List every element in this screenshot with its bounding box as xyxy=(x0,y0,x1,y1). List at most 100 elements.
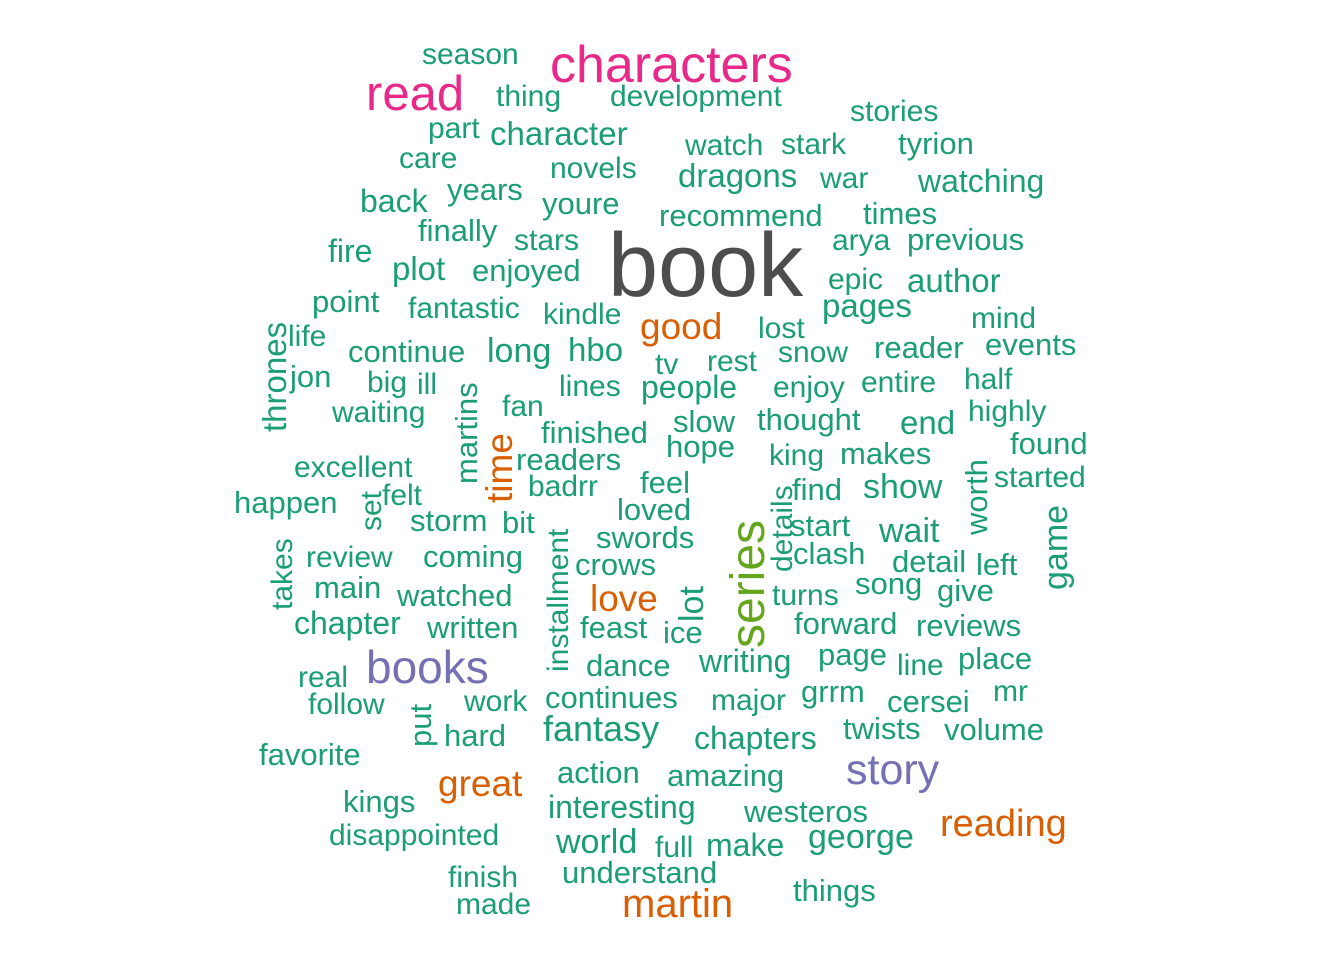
word-long: long xyxy=(487,332,551,370)
word-thing: thing xyxy=(496,80,561,113)
word-watch: watch xyxy=(684,129,763,162)
word-life: life xyxy=(288,320,326,353)
word-world: world xyxy=(555,823,637,861)
word-lost: lost xyxy=(758,312,805,345)
word-left: left xyxy=(976,547,1018,582)
word-favorite: favorite xyxy=(259,737,361,772)
word-reviews: reviews xyxy=(916,608,1021,643)
word-read: read xyxy=(366,67,464,121)
word-slow: slow xyxy=(673,404,736,439)
word-found: found xyxy=(1010,426,1088,461)
word-grrm: grrm xyxy=(801,674,865,709)
word-feel: feel xyxy=(640,465,690,500)
word-tv: tv xyxy=(655,348,678,381)
word-point: point xyxy=(312,284,380,319)
word-detail: detail xyxy=(892,544,966,579)
word-wait: wait xyxy=(878,512,940,550)
word-years: years xyxy=(447,172,523,207)
word-made: made xyxy=(456,888,531,921)
word-kings: kings xyxy=(343,784,415,819)
word-make: make xyxy=(706,827,784,863)
word-tyrion: tyrion xyxy=(898,126,974,161)
word-turns: turns xyxy=(772,579,839,612)
word-series: series xyxy=(722,520,775,648)
word-full: full xyxy=(655,831,693,864)
word-hbo: hbo xyxy=(568,331,623,368)
word-show: show xyxy=(863,468,943,506)
word-enjoy: enjoy xyxy=(773,371,845,404)
word-care: care xyxy=(399,142,457,175)
word-follow: follow xyxy=(308,688,385,721)
word-dance: dance xyxy=(586,648,670,683)
word-story: story xyxy=(846,746,940,794)
word-novels: novels xyxy=(550,152,637,185)
word-readers: readers xyxy=(516,442,621,477)
word-give: give xyxy=(937,573,994,608)
word-people: people xyxy=(641,369,737,405)
word-things: things xyxy=(793,873,876,908)
word-enjoyed: enjoyed xyxy=(472,253,581,288)
word-stark: stark xyxy=(781,128,847,161)
word-pages: pages xyxy=(822,287,912,324)
word-development: development xyxy=(610,80,782,113)
word-place: place xyxy=(958,641,1032,676)
word-happen: happen xyxy=(234,485,337,520)
word-installment: installment xyxy=(542,528,575,672)
word-clash: clash xyxy=(793,536,865,571)
word-dragons: dragons xyxy=(678,157,797,194)
word-song: song xyxy=(855,566,922,601)
word-thrones: thrones xyxy=(256,322,293,432)
word-end: end xyxy=(900,404,955,441)
word-finally: finally xyxy=(418,213,498,248)
word-fan: fan xyxy=(502,390,544,423)
word-author: author xyxy=(907,262,1001,299)
word-forward: forward xyxy=(794,606,897,641)
word-amazing: amazing xyxy=(667,758,784,793)
word-lot: lot xyxy=(673,586,711,622)
word-arya: arya xyxy=(832,224,891,257)
word-interesting: interesting xyxy=(548,789,696,825)
word-crows: crows xyxy=(575,547,656,582)
word-jon: jon xyxy=(289,359,331,394)
word-good: good xyxy=(640,306,722,347)
word-lines: lines xyxy=(559,370,621,403)
word-main: main xyxy=(314,570,381,605)
word-big: big xyxy=(367,366,407,399)
word-thought: thought xyxy=(757,402,861,437)
word-season: season xyxy=(422,38,519,71)
word-page: page xyxy=(818,637,887,672)
word-start: start xyxy=(790,508,851,543)
word-finished: finished xyxy=(541,415,648,450)
word-action: action xyxy=(557,755,640,790)
word-makes: makes xyxy=(840,436,931,471)
word-game: game xyxy=(1037,505,1075,590)
word-love: love xyxy=(590,578,658,619)
word-ill: ill xyxy=(417,368,437,401)
word-waiting: waiting xyxy=(331,396,425,429)
word-real: real xyxy=(298,661,348,694)
word-hard: hard xyxy=(444,718,506,753)
word-feast: feast xyxy=(580,610,648,645)
word-badrr: badrr xyxy=(528,470,598,503)
word-kindle: kindle xyxy=(543,298,621,331)
word-rest: rest xyxy=(707,345,758,378)
word-understand: understand xyxy=(562,855,717,890)
word-plot: plot xyxy=(392,250,445,287)
word-felt: felt xyxy=(382,479,423,512)
word-fantasy: fantasy xyxy=(543,708,659,749)
word-chapter: chapter xyxy=(294,605,401,641)
word-reader: reader xyxy=(874,330,964,365)
word-youre: youre xyxy=(542,186,620,221)
word-ice: ice xyxy=(663,615,703,650)
word-characters: characters xyxy=(550,36,793,94)
word-previous: previous xyxy=(907,222,1024,257)
word-stars: stars xyxy=(514,224,579,257)
word-disappointed: disappointed xyxy=(329,819,499,852)
word-worth: worth xyxy=(959,459,994,536)
word-continue: continue xyxy=(348,334,465,369)
word-set: set xyxy=(355,490,388,531)
word-takes: takes xyxy=(266,538,299,610)
word-half: half xyxy=(964,363,1013,396)
word-hope: hope xyxy=(666,429,735,464)
